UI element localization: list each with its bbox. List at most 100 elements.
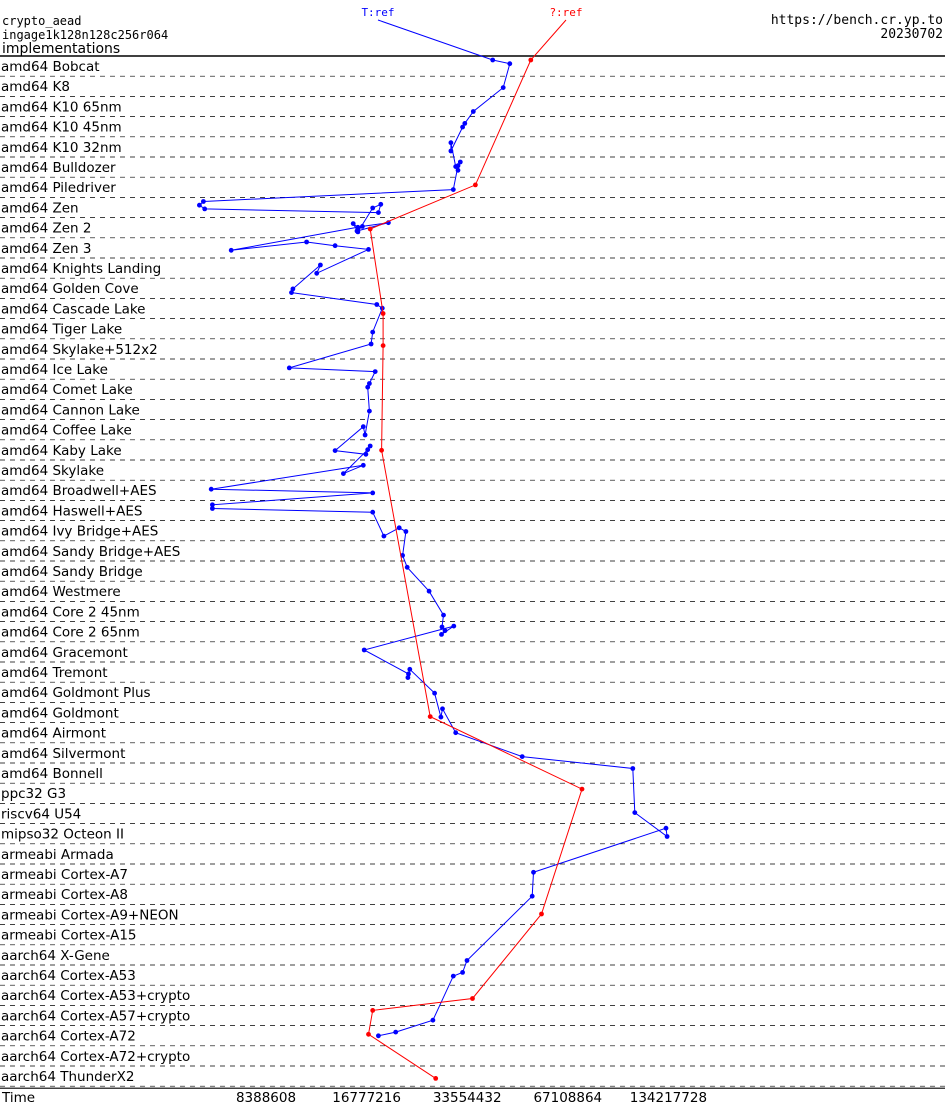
data-point: [354, 228, 360, 234]
data-point: [362, 432, 368, 438]
data-point: [473, 182, 478, 188]
data-point: [366, 247, 371, 252]
data-point: [448, 140, 454, 146]
x-tick-label: 67108864: [533, 1090, 602, 1103]
data-point: [380, 343, 386, 348]
row-label: amd64 K10 45nm: [1, 120, 122, 136]
data-point: [360, 462, 366, 468]
row-label: amd64 Coffee Lake: [1, 423, 132, 439]
data-point: [432, 690, 437, 696]
data-point: [367, 381, 372, 386]
row-label: amd64 Core 2 65nm: [1, 625, 140, 641]
data-point: [440, 706, 445, 712]
data-point: [289, 290, 294, 295]
row-label: amd64 Kaby Lake: [1, 443, 122, 459]
row-label: amd64 Sandy Bridge: [1, 564, 143, 580]
data-point: [462, 121, 468, 126]
data-point: [201, 199, 206, 204]
data-point: [314, 270, 320, 276]
data-point: [370, 490, 376, 496]
data-point: [210, 502, 215, 508]
primitive-name: crypto_aead: [2, 14, 82, 28]
data-point: [470, 109, 476, 114]
row-label: amd64 K8: [1, 79, 70, 95]
data-point: [460, 124, 465, 130]
data-point: [528, 57, 534, 63]
site-url[interactable]: https://bench.cr.yp.to: [770, 13, 943, 28]
data-point: [318, 262, 323, 268]
data-point: [210, 506, 215, 511]
row-label: amd64 Bobcat: [1, 59, 100, 75]
row-label: armeabi Cortex-A15: [1, 928, 137, 944]
data-point: [426, 588, 432, 594]
row-label: amd64 Zen 2: [1, 221, 91, 237]
row-label: amd64 Zen 3: [1, 241, 91, 257]
data-point: [370, 329, 376, 335]
row-label: amd64 Tiger Lake: [1, 322, 122, 338]
data-point: [365, 447, 371, 453]
row-label: amd64 Knights Landing: [1, 261, 161, 277]
data-point: [380, 311, 386, 316]
data-point: [451, 623, 457, 629]
data-point: [490, 57, 496, 63]
data-point: [367, 226, 373, 232]
data-point: [355, 224, 361, 230]
series-line: [367, 19, 583, 1079]
data-point: [332, 243, 338, 249]
row-label: amd64 Sandy Bridge+AES: [1, 544, 180, 560]
data-point: [332, 448, 338, 453]
row-label: amd64 Haswell+AES: [1, 503, 142, 519]
data-point: [376, 1033, 381, 1039]
series-line: [198, 19, 668, 1037]
row-labels: amd64 Bobcat amd64 K8 amd64 K10 65nm amd64 …: [0, 55, 945, 1087]
data-point: [365, 384, 371, 390]
data-point: [433, 1076, 439, 1081]
data-point: [438, 714, 444, 720]
x-axis-label: Time: [1, 1090, 35, 1103]
row-label: riscv64 U54: [1, 806, 81, 822]
row-label: armeabi Cortex-A9+NEON: [1, 907, 179, 923]
data-point: [663, 825, 669, 831]
row-label: amd64 Comet Lake: [1, 382, 133, 398]
row-label: amd64 K10 65nm: [1, 99, 122, 115]
data-point: [464, 958, 470, 963]
row-label: amd64 Gracemont: [1, 645, 128, 661]
row-label: amd64 Zen: [1, 200, 79, 216]
data-point: [197, 202, 202, 208]
data-point: [450, 973, 456, 979]
data-point: [361, 647, 367, 653]
data-point: [350, 221, 356, 227]
row-label: amd64 Tremont: [1, 665, 108, 681]
data-point: [228, 247, 234, 253]
row-label: aarch64 ThunderX2: [1, 1069, 134, 1085]
data-point: [507, 61, 513, 67]
data-point: [304, 239, 309, 245]
data-point: [202, 206, 208, 212]
data-point: [529, 893, 535, 899]
data-point: [455, 167, 461, 173]
data-point: [442, 628, 448, 634]
data-point: [457, 159, 463, 165]
row-label: amd64 Ivy Bridge+AES: [1, 524, 158, 540]
data-point: [430, 1017, 436, 1023]
data-point: [376, 210, 381, 216]
row-label: armeabi Armada: [1, 847, 114, 863]
row-label: aarch64 Cortex-A57+crypto: [1, 1008, 190, 1024]
data-point: [372, 369, 378, 374]
data-point: [404, 564, 410, 570]
row-label: amd64 Piledriver: [1, 180, 116, 196]
row-label: amd64 K10 32nm: [1, 140, 122, 156]
x-tick-label: 8388608: [236, 1090, 296, 1103]
row-label: ppc32 G3: [1, 786, 66, 802]
row-label: armeabi Cortex-A8: [1, 887, 128, 903]
data-point: [453, 730, 459, 736]
data-point: [405, 675, 411, 680]
data-point: [379, 447, 384, 453]
x-tick-label: 134217728: [630, 1090, 707, 1103]
data-point: [208, 486, 214, 492]
data-point: [367, 443, 373, 449]
row-label: mipso32 Octeon II: [1, 827, 124, 843]
row-label: amd64 Silvermont: [1, 746, 125, 762]
row-label: amd64 Bulldozer: [1, 160, 116, 176]
